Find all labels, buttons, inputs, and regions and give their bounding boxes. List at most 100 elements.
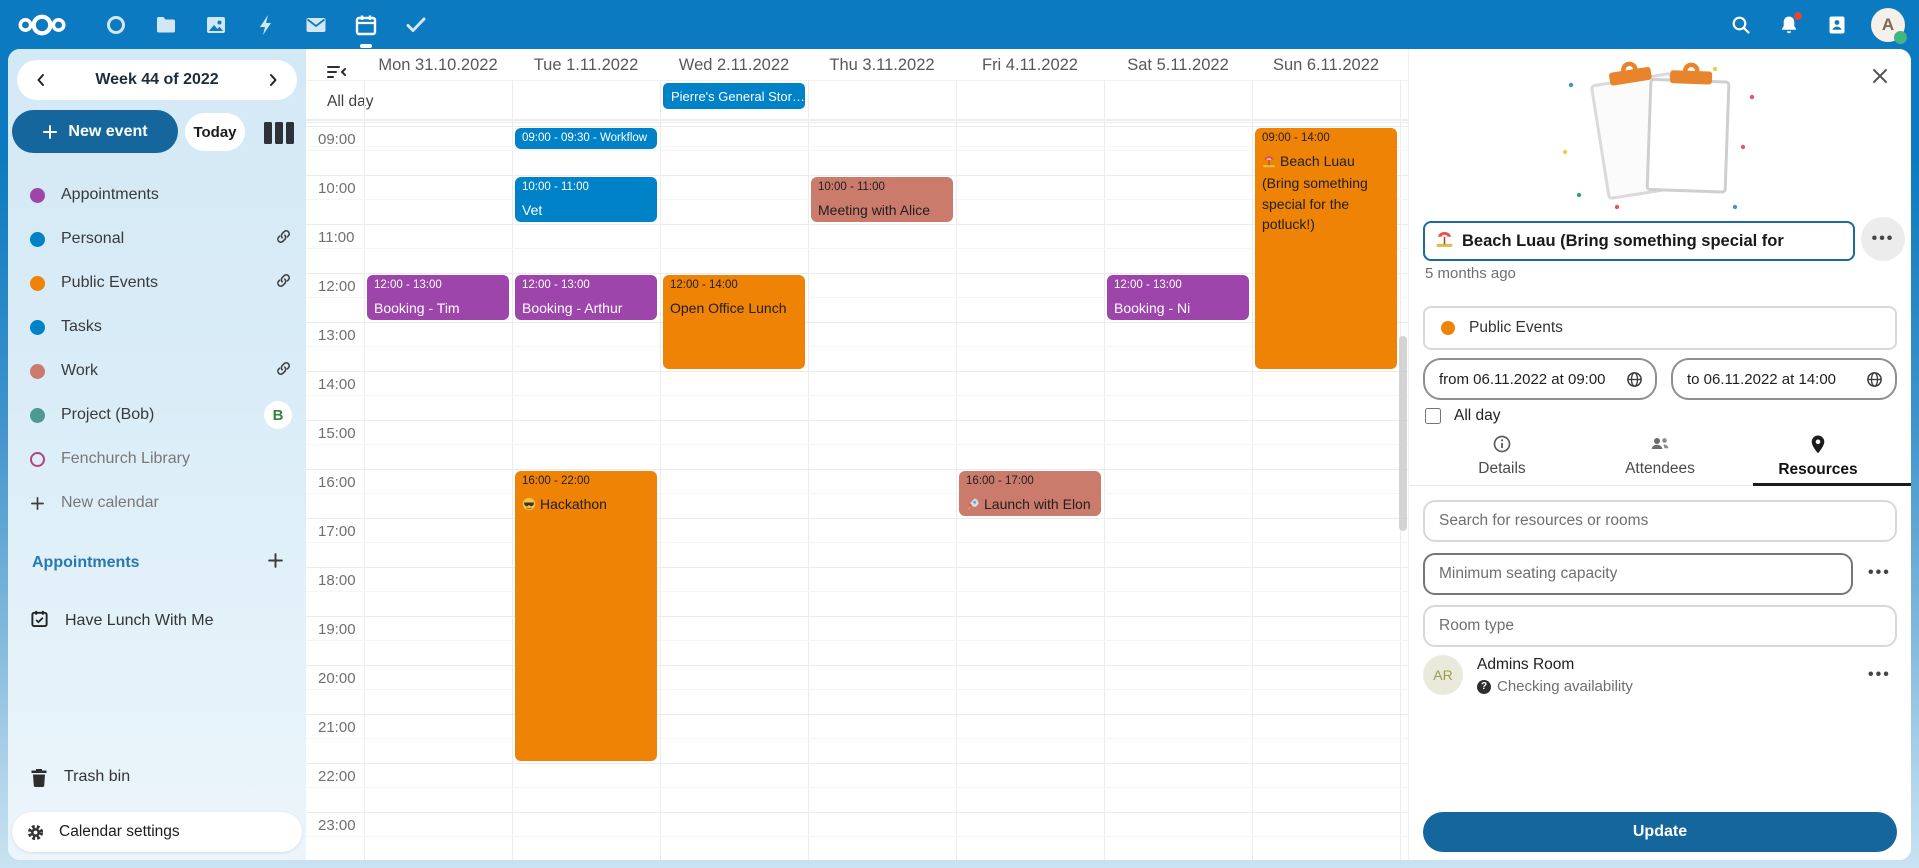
calendar-name-label: Tasks — [61, 318, 102, 335]
event-title: Open Office Lunch — [670, 300, 787, 316]
calendar-event[interactable]: 12:00 - 13:00 Booking - Tim (Wizard) — [367, 275, 509, 320]
calendar-name-label: Public Events — [61, 274, 158, 291]
tab-details[interactable]: Details — [1423, 430, 1581, 479]
calendar-event[interactable]: 16:00 - 17:00 Launch with Elon — [959, 471, 1101, 516]
beach-icon — [1262, 153, 1276, 173]
share-link-icon — [275, 272, 292, 294]
calendar-list-item[interactable]: Personal — [8, 217, 306, 261]
time-label: 18:00 — [318, 572, 356, 589]
new-event-button[interactable]: New event — [12, 110, 178, 153]
seating-capacity-input[interactable] — [1423, 553, 1853, 595]
tab-resources[interactable]: Resources — [1739, 430, 1897, 479]
event-title: Booking - Arthur Dent — [522, 300, 623, 316]
calendar-picker[interactable]: Public Events — [1423, 306, 1897, 350]
time-label: 23:00 — [318, 817, 356, 834]
calendar-list-item[interactable]: Appointments — [8, 173, 306, 217]
trash-bin-item[interactable]: Trash bin — [8, 755, 306, 799]
files-icon[interactable] — [152, 11, 180, 39]
calendar-event[interactable]: 10:00 - 11:00 Meeting with Alice — [811, 177, 953, 222]
add-appointment-icon[interactable] — [267, 552, 284, 574]
calendar-name-label: Personal — [61, 230, 125, 247]
resource-status-text: Checking availability — [1497, 678, 1633, 695]
all-day-event[interactable]: Pierre's General Stor… — [663, 83, 805, 109]
calendar-list: Appointments Personal Public Events Tasks Wo… — [8, 173, 306, 643]
end-datetime-button[interactable]: to 06.11.2022 at 14:00 — [1671, 358, 1897, 400]
mail-icon[interactable] — [302, 11, 330, 39]
calendar-event[interactable]: 12:00 - 13:00 Booking - Arthur Dent — [515, 275, 657, 320]
user-avatar[interactable]: A — [1871, 7, 1907, 44]
nextcloud-logo-icon[interactable] — [16, 11, 72, 39]
next-week-button[interactable] — [259, 66, 287, 94]
calendar-sidebar: Week 44 of 2022 New event Today Appointm… — [8, 49, 306, 860]
calendar-app-icon[interactable] — [352, 11, 380, 48]
event-title: Vet — [522, 202, 543, 218]
event-title: Launch with Elon — [966, 494, 1094, 516]
owner-badge: B — [264, 401, 292, 429]
calendar-event[interactable]: 16:00 - 22:00 Hackathon — [515, 471, 657, 761]
calendar-event[interactable]: 09:00 - 09:30 - Workflow — [515, 128, 657, 149]
time-label: 10:00 — [318, 180, 356, 197]
activity-icon[interactable] — [252, 11, 280, 39]
update-button[interactable]: Update — [1423, 812, 1897, 852]
top-right-actions: A — [1727, 7, 1907, 44]
event-title: Booking - Ni (Knights — [1114, 300, 1191, 316]
calendar-list-item[interactable]: Public Events — [8, 261, 306, 305]
sunglasses-icon — [522, 496, 536, 516]
calendar-color-dot — [30, 451, 45, 467]
sidebar-actions: New event Today — [8, 110, 306, 154]
event-actions-button[interactable]: ••• — [1861, 217, 1905, 261]
time-label: 13:00 — [318, 327, 356, 344]
start-datetime-button[interactable]: from 06.11.2022 at 09:00 — [1423, 358, 1657, 400]
calendar-event[interactable]: 09:00 - 14:00 Beach Luau (Bring something… — [1255, 128, 1397, 369]
resource-options-button[interactable]: ••• — [1868, 666, 1891, 683]
notification-badge — [1794, 11, 1802, 20]
calendar-settings-button[interactable]: Calendar settings — [12, 812, 302, 852]
tasks-icon[interactable] — [402, 11, 430, 39]
dashboard-icon[interactable] — [102, 11, 130, 39]
all-day-label: All day — [327, 93, 374, 110]
new-calendar-button[interactable]: New calendar — [8, 481, 306, 525]
all-day-checkbox[interactable] — [1425, 408, 1441, 424]
event-time-label: 10:00 - 11:00 — [522, 181, 589, 193]
appointment-config-item[interactable]: Have Lunch With Me — [8, 599, 306, 643]
calendar-list-item[interactable]: Work — [8, 349, 306, 393]
calendar-name-label: Project (Bob) — [61, 406, 155, 423]
contacts-icon[interactable] — [1823, 11, 1851, 39]
collapse-allday-icon[interactable] — [326, 64, 348, 85]
calendar-list-item[interactable]: Tasks — [8, 305, 306, 349]
time-label: 14:00 — [318, 376, 356, 393]
calendar-color-dot — [30, 319, 45, 335]
week-title[interactable]: Week 44 of 2022 — [95, 71, 219, 88]
search-icon[interactable] — [1727, 11, 1755, 39]
calendar-name-label: Fenchurch Library — [61, 450, 190, 467]
previous-week-button[interactable] — [27, 66, 55, 94]
room-type-input[interactable] — [1423, 605, 1897, 647]
calendar-event[interactable]: 12:00 - 14:00 Open Office Lunch — [663, 275, 805, 369]
active-app-indicator — [360, 43, 372, 48]
week-view-icon[interactable] — [261, 120, 297, 146]
time-label: 16:00 — [318, 474, 356, 491]
calendar-scrollbar[interactable] — [1399, 336, 1407, 531]
all-day-toggle[interactable]: All day — [1425, 407, 1501, 425]
event-title-input[interactable]: Beach Luau (Bring something special for — [1423, 221, 1855, 261]
calendar-name-label: Work — [61, 362, 99, 379]
notifications-bell-icon[interactable] — [1775, 11, 1803, 39]
resource-list-item[interactable]: AR Admins Room ? Checking availability •… — [1423, 653, 1897, 701]
calendar-color-dot — [30, 275, 45, 291]
event-time-label: 16:00 - 22:00 — [522, 475, 590, 487]
calendar-event[interactable]: 12:00 - 13:00 Booking - Ni (Knights — [1107, 275, 1249, 320]
today-button[interactable]: Today — [185, 113, 245, 151]
new-calendar-label: New calendar — [61, 494, 159, 511]
calendar-list-item[interactable]: Project (Bob) B — [8, 393, 306, 437]
calendar-list-item[interactable]: Fenchurch Library — [8, 437, 306, 481]
tab-attendees[interactable]: Attendees — [1581, 430, 1739, 479]
capacity-options-button[interactable]: ••• — [1868, 564, 1891, 581]
end-datetime-value: to 06.11.2022 at 14:00 — [1687, 370, 1837, 388]
location-pin-icon — [1811, 435, 1825, 454]
calendar-event[interactable]: 10:00 - 11:00 Vet — [515, 177, 657, 222]
photos-icon[interactable] — [202, 11, 230, 39]
day-header: Sat 5.11.2022 — [1127, 56, 1229, 74]
appointments-section-title: Appointments — [32, 554, 140, 571]
resource-search-input[interactable] — [1423, 500, 1897, 542]
close-icon[interactable] — [1867, 63, 1893, 89]
